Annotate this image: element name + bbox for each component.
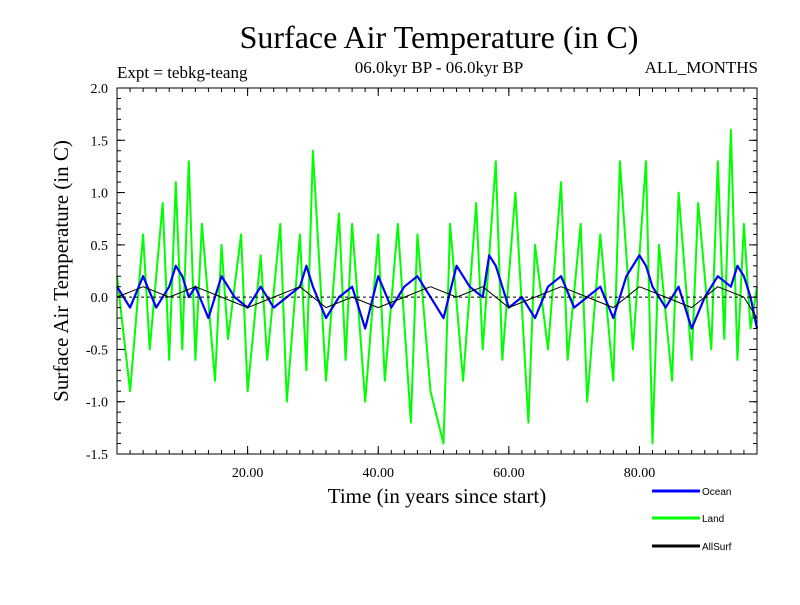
x-axis-label: Time (in years since start) bbox=[328, 484, 547, 508]
y-tick-label: -1.5 bbox=[86, 448, 108, 463]
y-tick-label: 2.0 bbox=[91, 82, 109, 97]
axis-layer: -1.5 -1.0 -0.5 0.0 0.5 1.0 1.5 2.0 20.00 40.00 60.… bbox=[86, 82, 758, 481]
chart-title: Surface Air Temperature (in C) bbox=[240, 19, 639, 55]
x-tick-label: 40.00 bbox=[362, 466, 394, 481]
series-line-allsurf bbox=[116, 286, 758, 319]
y-tick-label: -1.0 bbox=[86, 396, 108, 411]
y-tick-label: 1.0 bbox=[91, 187, 109, 202]
experiment-label: Expt = tebkg-teang bbox=[117, 63, 248, 82]
series-layer bbox=[116, 128, 759, 445]
y-tick-label: 0.5 bbox=[91, 239, 109, 254]
plot-frame bbox=[116, 87, 758, 455]
period-label: 06.0kyr BP - 06.0kyr BP bbox=[355, 58, 523, 77]
legend-label-land: Land bbox=[702, 514, 724, 525]
series-line-ocean bbox=[116, 254, 759, 330]
legend: Ocean Land AllSurf bbox=[652, 487, 732, 553]
y-tick-label: 0.0 bbox=[91, 291, 109, 306]
legend-label-allsurf: AllSurf bbox=[702, 542, 732, 553]
x-tick-label: 80.00 bbox=[624, 466, 656, 481]
y-tick-label: 1.5 bbox=[91, 134, 109, 149]
legend-label-ocean: Ocean bbox=[702, 487, 731, 498]
y-tick-label: -0.5 bbox=[86, 343, 108, 358]
series-line-land bbox=[116, 128, 758, 445]
x-tick-label: 20.00 bbox=[232, 466, 264, 481]
months-label: ALL_MONTHS bbox=[645, 58, 758, 77]
y-axis-label: Surface Air Temperature (in C) bbox=[49, 140, 73, 402]
x-tick-label: 60.00 bbox=[493, 466, 525, 481]
